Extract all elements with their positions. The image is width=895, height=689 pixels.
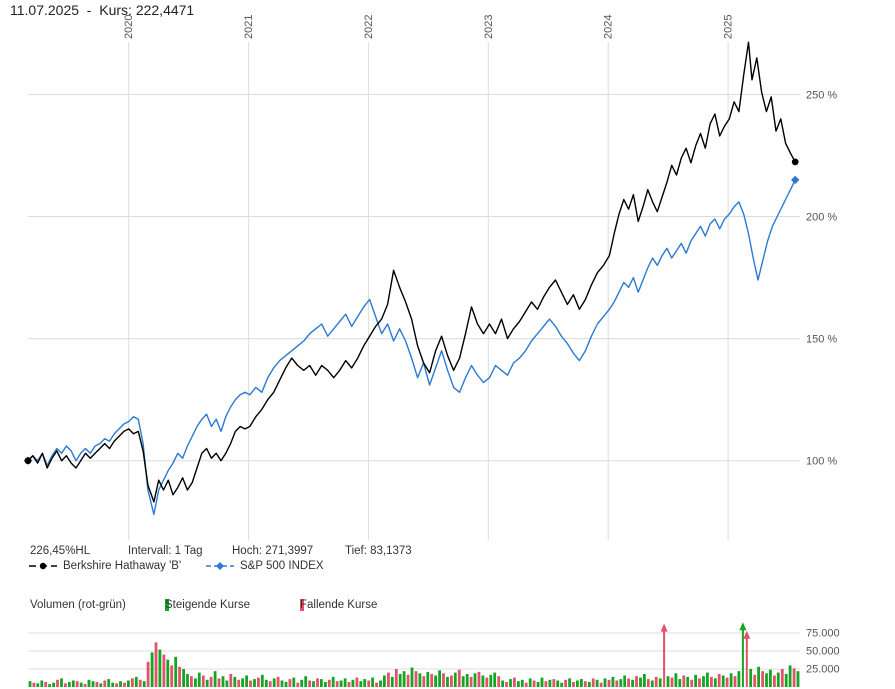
svg-text:2023: 2023 — [483, 15, 495, 39]
svg-text:75.000: 75.000 — [806, 628, 840, 640]
svg-text:25.000: 25.000 — [806, 664, 840, 676]
svg-text:2020: 2020 — [123, 15, 135, 39]
falling-volume-swatch-icon — [300, 599, 304, 611]
interval-value: Intervall: 1 Tag — [128, 545, 203, 557]
svg-text:2024: 2024 — [603, 15, 615, 39]
volume-chart[interactable]: 75.000 50.000 25.000 — [0, 615, 895, 689]
volume-down-label: Fallende Kurse — [300, 599, 378, 611]
legend-item-berkshire: Berkshire Hathaway 'B' — [28, 560, 181, 572]
svg-text:50.000: 50.000 — [806, 646, 840, 658]
series2-line-diamond-marker-icon — [206, 562, 234, 570]
svg-text:100 %: 100 % — [806, 456, 837, 468]
series1-line-circle-marker-icon — [29, 562, 57, 570]
svg-text:2022: 2022 — [363, 15, 375, 39]
series-legend: Berkshire Hathaway 'B' S&P 500 INDEX — [0, 560, 895, 576]
legend-label-berkshire: Berkshire Hathaway 'B' — [63, 560, 182, 572]
volume-legend: Volumen (rot-grün) Steigende Kurse Falle… — [0, 599, 895, 615]
legend-item-sp500: S&P 500 INDEX — [205, 560, 324, 572]
change-percent-hl: 226,45%HL — [30, 545, 91, 557]
svg-text:150 %: 150 % — [806, 334, 837, 346]
high-value: Hoch: 271,3997 — [232, 545, 314, 557]
performance-chart[interactable]: 2020 2021 2022 2023 2024 2025 250 % 200 % 150 % 1… — [0, 14, 895, 545]
stats-row: 226,45%HL Intervall: 1 Tag Hoch: 271,399… — [0, 545, 895, 561]
rising-volume-swatch-icon — [165, 599, 169, 611]
legend-label-sp500: S&P 500 INDEX — [240, 560, 324, 572]
volume-up-label: Steigende Kurse — [165, 599, 251, 611]
svg-text:2025: 2025 — [723, 15, 735, 39]
volume-title: Volumen (rot-grün) — [30, 599, 126, 611]
header-date-price: 11.07.2025 - Kurs: 222,4471 — [10, 2, 195, 18]
svg-text:200 %: 200 % — [806, 212, 837, 224]
low-value: Tief: 83,1373 — [345, 545, 412, 557]
svg-text:2021: 2021 — [243, 15, 255, 39]
svg-text:250 %: 250 % — [806, 90, 837, 102]
